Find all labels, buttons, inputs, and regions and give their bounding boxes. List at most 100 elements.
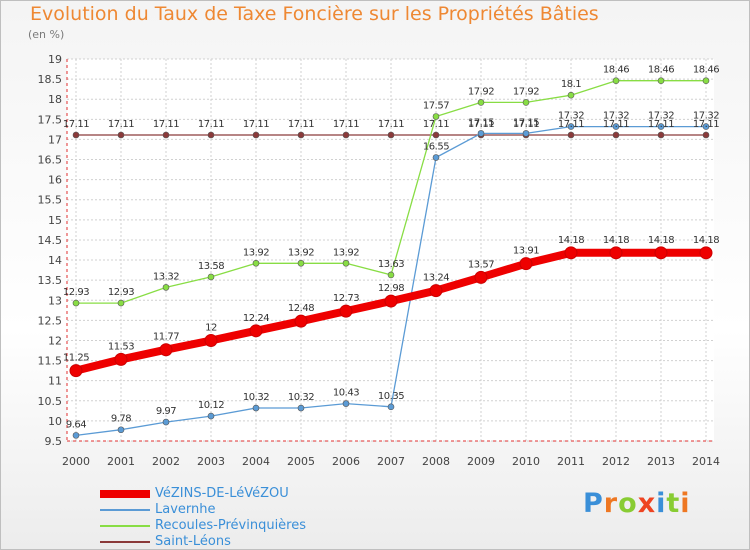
y-unit-label: (en %) [28, 28, 65, 41]
data-point [474, 270, 488, 284]
data-point [162, 131, 170, 139]
data-point [477, 99, 485, 106]
y-tick-label: 15.5 [38, 194, 63, 207]
brand-letter: o [618, 488, 638, 519]
data-point [612, 123, 620, 130]
data-label: 10.35 [378, 391, 404, 402]
data-point [387, 131, 395, 139]
data-point [702, 131, 710, 139]
x-tick-label: 2001 [107, 455, 135, 468]
legend-swatch [100, 541, 150, 543]
data-point [702, 77, 710, 85]
data-label: 17.11 [243, 119, 269, 130]
legend-swatch [100, 509, 150, 511]
data-label: 17.32 [558, 111, 584, 122]
data-label: 12.24 [243, 313, 269, 324]
y-tick-label: 17 [48, 133, 62, 146]
data-label: 12.93 [63, 287, 89, 298]
x-tick-label: 2014 [692, 455, 720, 468]
x-tick-label: 2009 [467, 455, 495, 468]
data-label: 14.18 [603, 235, 629, 246]
data-label: 17.11 [153, 119, 179, 130]
data-label: 18.46 [693, 65, 719, 76]
data-label: 17.11 [603, 119, 629, 130]
data-label: 17.11 [63, 119, 89, 130]
brand-letter: t [666, 488, 681, 519]
y-tick-label: 10.5 [38, 395, 63, 408]
brand-letter: i [656, 488, 667, 519]
data-point [654, 246, 668, 260]
data-label: 17.11 [693, 119, 719, 130]
y-tick-label: 14 [48, 254, 62, 267]
y-tick-label: 12.5 [38, 314, 63, 327]
x-tick-label: 2007 [377, 455, 405, 468]
y-tick-label: 11 [48, 375, 62, 388]
chart-title: Evolution du Taux de Taxe Foncière sur l… [30, 3, 599, 25]
data-label: 13.32 [153, 271, 179, 282]
data-label: 17.11 [558, 119, 584, 130]
data-label: 13.63 [378, 259, 404, 270]
legend-label: VéZINS-DE-LéVéZOU [155, 486, 289, 501]
data-label: 17.11 [108, 119, 134, 130]
legend-label: Lavernhe [155, 502, 216, 517]
data-point [387, 271, 395, 279]
data-label: 13.92 [333, 247, 359, 258]
data-point [72, 299, 80, 307]
data-point [252, 404, 260, 412]
data-label: 14.18 [648, 235, 674, 246]
data-label: 17.32 [648, 111, 674, 122]
data-label: 14.18 [558, 235, 584, 246]
y-tick-label: 13 [48, 294, 62, 307]
x-tick-label: 2006 [332, 455, 360, 468]
data-label: 17.11 [198, 119, 224, 130]
data-label: 17.11 [648, 119, 674, 130]
data-point [567, 123, 575, 130]
data-label: 18.1 [561, 79, 581, 90]
data-label: 17.11 [513, 119, 539, 130]
data-label: 12.93 [108, 287, 134, 298]
data-point [162, 418, 170, 426]
data-point [252, 259, 260, 267]
data-label: 13.24 [423, 273, 449, 284]
data-label: 17.15 [468, 117, 494, 128]
data-point [612, 131, 620, 139]
data-label: 13.91 [513, 246, 539, 257]
data-label: 11.53 [108, 341, 134, 352]
data-point [159, 343, 173, 357]
y-tick-label: 15 [48, 214, 62, 227]
data-point [522, 99, 530, 106]
y-tick-label: 17.5 [38, 113, 63, 126]
brand-letter: x [637, 488, 657, 519]
data-point [657, 131, 665, 139]
data-point [249, 324, 263, 338]
x-tick-label: 2003 [197, 455, 225, 468]
x-tick-label: 2012 [602, 455, 630, 468]
y-tick-label: 19 [48, 53, 62, 66]
x-tick-label: 2000 [62, 455, 90, 468]
data-point [117, 426, 125, 434]
data-point [384, 294, 398, 308]
data-label: 13.58 [198, 261, 224, 272]
brand-letter: P [583, 488, 604, 519]
y-tick-label: 16 [48, 174, 62, 187]
data-label: 12.48 [288, 303, 314, 314]
data-label: 13.57 [468, 259, 494, 270]
data-point [207, 131, 215, 139]
data-point [432, 113, 440, 120]
data-label: 18.46 [603, 65, 629, 76]
x-tick-label: 2005 [287, 455, 315, 468]
data-label: 17.11 [288, 119, 314, 130]
y-tick-label: 9.5 [45, 435, 63, 448]
data-point [117, 299, 125, 307]
data-point [699, 246, 713, 260]
data-point [609, 246, 623, 260]
data-label: 13.92 [243, 247, 269, 258]
legend-swatch [100, 525, 150, 527]
data-point [114, 352, 128, 366]
data-point [204, 333, 218, 347]
data-label: 17.32 [693, 111, 719, 122]
data-point [657, 77, 665, 85]
legend-swatch [100, 490, 150, 498]
data-label: 10.12 [198, 400, 224, 411]
